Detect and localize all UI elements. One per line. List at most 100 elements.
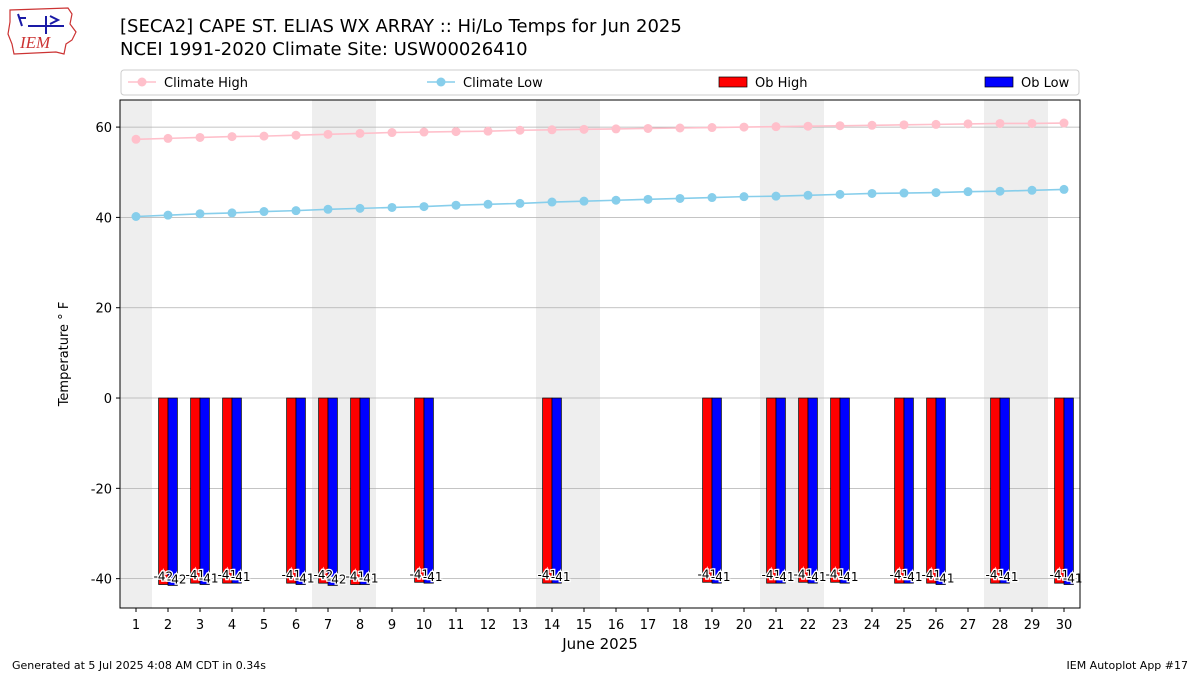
x-tick-label: 14 xyxy=(544,618,561,633)
ob-high-label: -42 xyxy=(153,570,173,584)
climate-low-point xyxy=(355,203,365,213)
climate-high-point xyxy=(739,122,749,132)
ob-high-label: -41 xyxy=(345,570,365,584)
ob-low-bar xyxy=(295,397,306,585)
climate-low-point xyxy=(835,189,845,199)
climate-low-point xyxy=(515,198,525,208)
climate-low-point xyxy=(323,204,333,214)
x-tick-label: 15 xyxy=(576,618,593,633)
x-tick-label: 25 xyxy=(896,618,913,633)
ob-low-bar xyxy=(551,397,562,584)
climate-high-point xyxy=(1027,118,1037,128)
weather-station-icon xyxy=(17,13,64,34)
gridlines xyxy=(120,126,1080,580)
x-tick-label: 10 xyxy=(416,618,433,633)
climate-low-point xyxy=(931,188,941,198)
x-tick-label: 11 xyxy=(448,618,465,633)
climate-low-point xyxy=(739,192,749,202)
climate-low-point xyxy=(899,188,909,198)
x-tick-label: 22 xyxy=(800,618,817,633)
climate-low-point xyxy=(1027,185,1037,195)
weekend-shade-1 xyxy=(120,100,152,608)
ob-high-label: -41 xyxy=(281,568,301,582)
climate-low-point xyxy=(611,195,621,205)
ob-high-bar xyxy=(702,397,713,583)
x-tick-label: 28 xyxy=(992,618,1009,633)
climate-high-point xyxy=(643,123,653,133)
y-tick-label: -40 xyxy=(91,573,112,588)
ob-low-bar xyxy=(1063,397,1074,585)
climate-low-point xyxy=(803,190,813,200)
climate-low-point xyxy=(227,208,237,218)
weekend-shade-15 xyxy=(568,100,600,608)
ob-high-bar xyxy=(542,397,553,584)
climate-low-point xyxy=(579,196,589,206)
x-tick-label: 17 xyxy=(640,618,657,633)
ob-high-label: -41 xyxy=(537,568,557,582)
x-tick-label: 12 xyxy=(480,618,497,633)
x-tick-label: 24 xyxy=(864,618,881,633)
climate-high-point xyxy=(515,125,525,135)
ob-high-bar xyxy=(766,397,777,584)
ob-high-label: -41 xyxy=(985,568,1005,582)
ob-low-bar xyxy=(839,397,850,584)
ob-low-bar xyxy=(231,397,242,584)
climate-high-point xyxy=(803,121,813,131)
ob-high-bar xyxy=(190,397,201,584)
x-tick-label: 1 xyxy=(132,618,140,633)
climate-high-point xyxy=(835,121,845,131)
x-tick-label: 18 xyxy=(672,618,689,633)
climate-high-point xyxy=(547,125,557,135)
x-tick-label: 6 xyxy=(292,618,300,633)
ob-low-label: -41 xyxy=(935,572,955,586)
x-tick-label: 23 xyxy=(832,618,849,633)
ob-low-bar xyxy=(935,397,946,585)
ob-high-label: -41 xyxy=(185,568,205,582)
climate-low-point xyxy=(1059,184,1069,194)
app-credit: IEM Autoplot App #17 xyxy=(1066,659,1189,672)
ob-high-bar xyxy=(222,397,233,584)
legend-swatch-2 xyxy=(718,76,748,88)
ob-low-bar xyxy=(999,397,1010,584)
ob-low-bar xyxy=(711,397,722,584)
x-tick-label: 16 xyxy=(608,618,625,633)
ob-high-bar xyxy=(798,397,809,583)
x-tick-label: 5 xyxy=(260,618,268,633)
climate-high-point xyxy=(451,127,461,137)
x-tick-label: 8 xyxy=(356,618,364,633)
x-tick-label: 26 xyxy=(928,618,945,633)
climate-high-point xyxy=(323,129,333,139)
ob-low-label: -41 xyxy=(295,572,315,586)
x-tick-label: 7 xyxy=(324,618,332,633)
y-tick-label: 60 xyxy=(95,121,112,136)
x-tick-label: 9 xyxy=(388,618,396,633)
climate-low-point xyxy=(675,193,685,203)
climate-high-point xyxy=(259,131,269,141)
ob-high-label: -41 xyxy=(921,568,941,582)
ob-high-label: -41 xyxy=(217,568,237,582)
weekend-shade-29 xyxy=(1016,100,1048,608)
ob-low-label: -41 xyxy=(903,570,923,584)
ob-high-bar xyxy=(990,397,1001,584)
climate-low-point xyxy=(195,209,205,219)
ob-low-bar xyxy=(167,397,178,586)
climate-high-point xyxy=(899,120,909,130)
ob-low-bar xyxy=(807,397,818,584)
x-tick-label: 13 xyxy=(512,618,529,633)
climate-high-point xyxy=(867,120,877,130)
climate-low-point xyxy=(387,202,397,212)
climate-high-point xyxy=(707,123,717,133)
legend-marker-1 xyxy=(436,77,446,87)
climate-low-line xyxy=(135,188,1065,218)
ob-high-label: -42 xyxy=(313,568,333,582)
legend-marker-0 xyxy=(137,77,147,87)
climate-low-point xyxy=(643,194,653,204)
x-tick-label: 2 xyxy=(164,618,172,633)
y-axis-label: Temperature ° F xyxy=(57,302,72,408)
ob-high-bar xyxy=(350,397,361,585)
climate-low-point xyxy=(867,188,877,198)
ob-high-bar xyxy=(1054,397,1065,584)
climate-low-point xyxy=(131,212,141,222)
climate-high-point xyxy=(483,126,493,136)
